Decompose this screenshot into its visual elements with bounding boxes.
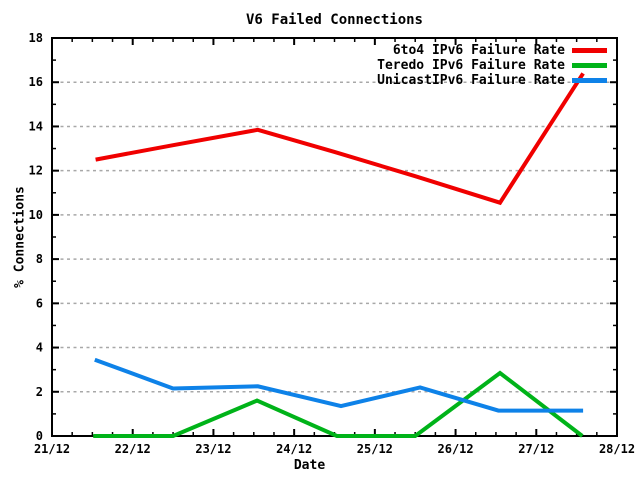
y-tick-label: 16	[29, 75, 43, 89]
chart-title: V6 Failed Connections	[245, 12, 423, 28]
y-tick-label: 6	[36, 296, 43, 310]
y-tick-label: 14	[29, 119, 43, 133]
legend-item-label: UnicastIPv6 Failure Rate	[377, 73, 565, 88]
legend-item-label: 6to4 IPv6 Failure Rate	[392, 43, 565, 58]
legend-item: UnicastIPv6 Failure Rate	[377, 73, 607, 88]
legend-item: 6to4 IPv6 Failure Rate	[377, 43, 607, 58]
y-tick-label: 18	[29, 31, 43, 45]
x-tick-label: 21/12	[34, 442, 70, 456]
y-tick-label: 4	[36, 341, 43, 355]
x-tick-label: 26/12	[438, 442, 474, 456]
y-tick-label: 8	[36, 252, 43, 266]
series-line-unicastipv6-failure-rate	[94, 357, 584, 413]
legend-item-label: Teredo IPv6 Failure Rate	[377, 58, 565, 73]
y-tick-label: 0	[36, 429, 43, 443]
legend-color-swatch	[572, 48, 607, 53]
x-tick-label: 28/12	[599, 442, 635, 456]
legend-item: Teredo IPv6 Failure Rate	[377, 58, 607, 73]
x-tick-label: 25/12	[357, 442, 393, 456]
x-tick-label: 24/12	[276, 442, 312, 456]
y-tick-label: 2	[36, 385, 43, 399]
legend-color-swatch	[572, 78, 607, 83]
series-line-teredo-ipv6-failure-rate	[93, 370, 584, 438]
legend: 6to4 IPv6 Failure Rate Teredo IPv6 Failur…	[377, 43, 607, 88]
x-tick-label: 23/12	[195, 442, 231, 456]
series-line-6to4-ipv6-failure-rate	[95, 72, 585, 206]
legend-color-swatch	[572, 63, 607, 68]
x-axis-label: Date	[293, 458, 326, 473]
x-tick-label: 27/12	[518, 442, 554, 456]
y-tick-label: 10	[29, 208, 43, 222]
x-tick-label: 22/12	[115, 442, 151, 456]
y-tick-label: 12	[29, 164, 43, 178]
y-axis-label: % Connections	[12, 186, 28, 288]
